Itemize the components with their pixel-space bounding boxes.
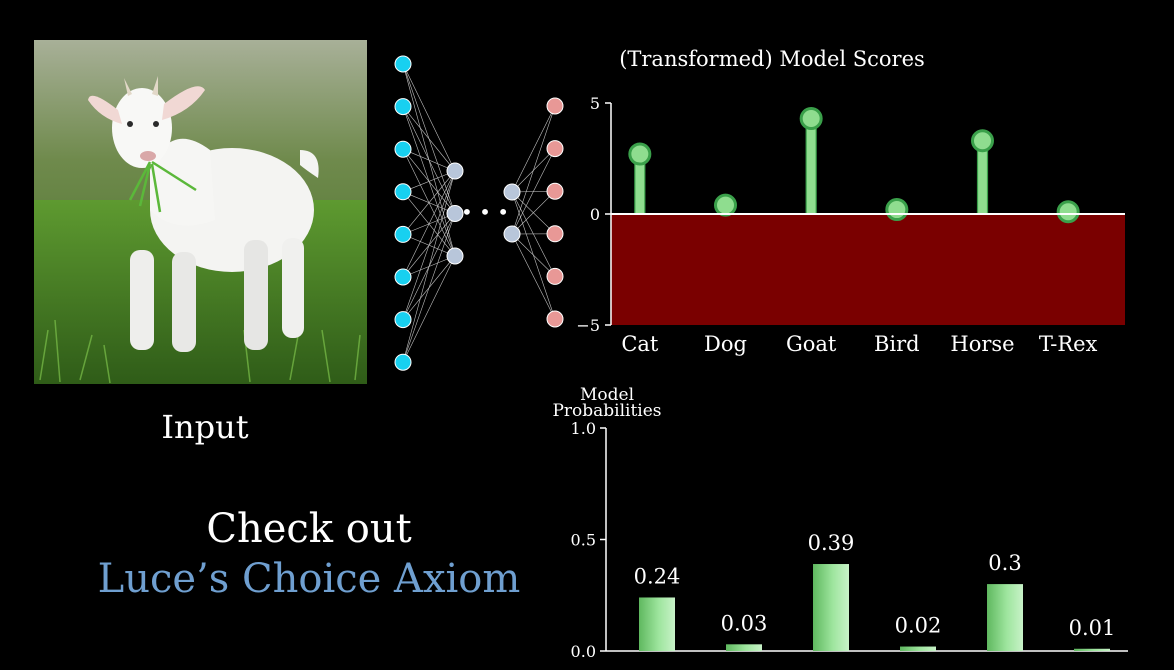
scores-chart-title: (Transformed) Model Scores bbox=[619, 47, 925, 71]
input-node bbox=[394, 268, 412, 286]
prob-y-tick-label: 0.5 bbox=[571, 531, 596, 550]
network-ellipsis: • • • bbox=[461, 200, 509, 224]
prob-bar bbox=[639, 597, 675, 651]
network-edge bbox=[402, 255, 456, 363]
input-label: Input bbox=[161, 408, 248, 446]
prob-bar bbox=[900, 646, 936, 651]
input-node bbox=[394, 140, 412, 158]
input-node bbox=[394, 311, 412, 329]
callout-line-2: Luce’s Choice Axiom bbox=[98, 556, 521, 602]
negative-region bbox=[611, 214, 1125, 325]
score-point bbox=[971, 129, 994, 153]
scores-category-label: Horse bbox=[950, 332, 1014, 356]
hidden-node bbox=[446, 205, 464, 222]
output-node bbox=[546, 310, 564, 328]
prob-value-label: 0.03 bbox=[721, 611, 768, 635]
prob-value-label: 0.39 bbox=[808, 531, 855, 555]
prob-value-label: 0.01 bbox=[1069, 616, 1116, 640]
prob-bar bbox=[987, 584, 1023, 651]
goat-photo bbox=[34, 40, 367, 384]
prob-y-tick-label: 1.0 bbox=[571, 419, 596, 438]
network-edge bbox=[511, 105, 556, 193]
input-node bbox=[394, 225, 412, 243]
network-edge bbox=[402, 170, 456, 193]
prob-ylabel-line-1: Model bbox=[580, 385, 634, 405]
network-edge bbox=[402, 170, 456, 278]
scores-y-tick-label: 5 bbox=[590, 94, 600, 113]
prob-plot-area: 1.0 0.5 0.0 0.24 0.03 0.39 0.02 0.3 0.01 bbox=[571, 419, 1128, 661]
input-node bbox=[394, 353, 412, 371]
model-scores-chart: (Transformed) Model Scores 5 0 −5 Cat Dog Goa… bbox=[576, 47, 1125, 356]
network-edges bbox=[402, 63, 556, 363]
scores-category-label: Goat bbox=[786, 332, 837, 356]
output-node bbox=[546, 267, 564, 285]
output-node bbox=[546, 140, 564, 158]
network-edge bbox=[511, 190, 556, 235]
network-edge bbox=[402, 170, 456, 363]
network-edge bbox=[402, 106, 456, 172]
output-node bbox=[546, 97, 564, 115]
network-edge bbox=[402, 148, 456, 172]
scores-category-label: Bird bbox=[874, 332, 920, 356]
prob-y-tick-label: 0.0 bbox=[571, 642, 596, 661]
network-edge bbox=[402, 63, 456, 172]
scores-y-tick-label: −5 bbox=[576, 316, 600, 335]
network-edge bbox=[402, 170, 456, 320]
scores-category-label: Dog bbox=[704, 332, 747, 356]
neural-network-diagram: • • • bbox=[394, 55, 564, 371]
prob-bar bbox=[726, 644, 762, 651]
score-point bbox=[714, 193, 737, 217]
scores-category-label: Cat bbox=[621, 332, 659, 356]
input-node bbox=[394, 98, 412, 116]
prob-value-label: 0.24 bbox=[634, 564, 681, 588]
hidden-node bbox=[446, 247, 464, 265]
hidden-node bbox=[503, 183, 521, 201]
scores-plot-area: 5 0 −5 Cat Dog Goat Bird Horse T-Rex bbox=[576, 94, 1125, 356]
output-node bbox=[546, 182, 564, 200]
network-edge bbox=[511, 148, 556, 235]
model-probabilities-chart: Model Probabilities 1.0 0.5 0.0 0.24 0.03 0.3… bbox=[552, 385, 1128, 661]
prob-ylabel-line-2: Probabilities bbox=[552, 401, 661, 421]
input-node bbox=[394, 55, 412, 73]
prob-value-label: 0.02 bbox=[895, 614, 942, 638]
score-point bbox=[628, 142, 652, 166]
score-stem bbox=[805, 117, 817, 215]
scores-y-tick-label: 0 bbox=[590, 205, 600, 224]
hidden-node bbox=[503, 225, 521, 243]
scores-category-label: T-Rex bbox=[1039, 332, 1098, 356]
prob-bar bbox=[1074, 648, 1110, 651]
callout-line-1: Check out bbox=[206, 506, 411, 552]
input-node bbox=[394, 183, 412, 201]
network-nodes bbox=[394, 55, 564, 371]
prob-value-label: 0.3 bbox=[988, 551, 1021, 575]
hidden-node bbox=[446, 162, 464, 180]
network-edge bbox=[402, 213, 456, 363]
prob-bar bbox=[813, 564, 849, 651]
network-edge bbox=[511, 105, 556, 235]
score-point bbox=[1056, 200, 1080, 224]
output-node bbox=[546, 225, 564, 243]
network-edge bbox=[402, 170, 456, 235]
network-edge bbox=[511, 233, 556, 277]
score-point bbox=[885, 198, 909, 222]
score-point bbox=[799, 107, 823, 131]
network-edge bbox=[511, 233, 556, 320]
